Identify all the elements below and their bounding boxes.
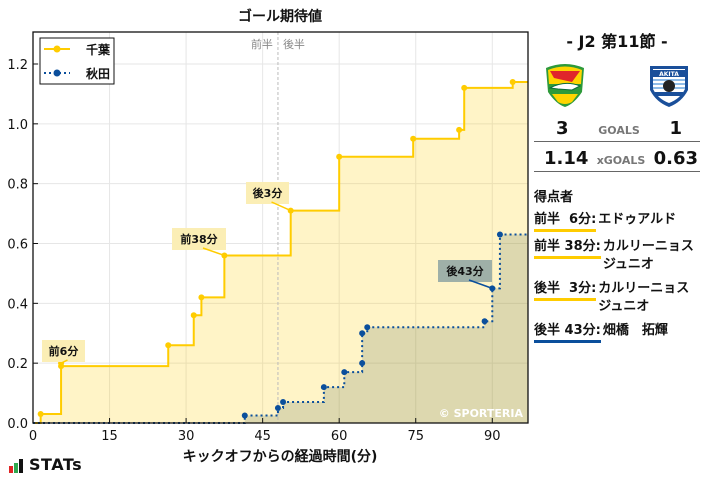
- xgoals-label: xGOALS: [596, 154, 646, 167]
- away-xg: 0.63: [653, 148, 698, 169]
- annotation-label: 後43分: [446, 264, 483, 278]
- y-tick-label: 1.2: [7, 58, 28, 73]
- legend-box: [39, 37, 115, 85]
- data-point: [198, 294, 205, 301]
- stats-label: STATs: [29, 455, 83, 474]
- data-point: [496, 231, 503, 238]
- home-goals: 3: [556, 118, 569, 139]
- away-goals: 1: [669, 118, 682, 139]
- away-team-crest-icon: AKITA: [650, 66, 688, 107]
- annotation-pointer: [60, 359, 68, 364]
- match-panel: - J2 第11節 - AKITA 3 GOALS 1 1.14 xGOALS …: [534, 28, 700, 343]
- data-point: [461, 84, 468, 91]
- svg-text:AKITA: AKITA: [659, 71, 679, 78]
- y-tick-label: 0.0: [7, 417, 28, 432]
- data-point: [190, 312, 197, 319]
- data-point: [280, 399, 287, 406]
- data-point: [359, 330, 366, 337]
- scorer-item: 前半 6分: エドゥアルド: [534, 211, 700, 232]
- scorer-time: 前半 6分:: [534, 211, 597, 232]
- data-point: [241, 412, 248, 419]
- legend-marker-icon: [53, 45, 61, 53]
- annotation-pointer: [202, 247, 225, 257]
- away-xg-line: [33, 233, 528, 424]
- y-tick-label: 0.6: [7, 238, 28, 253]
- data-point: [456, 126, 463, 133]
- stats-logo: STATs: [9, 457, 82, 473]
- home-team-crest-icon: [546, 64, 584, 107]
- scorer-item: 後半 3分: カルリーニョス ジュニオ: [534, 280, 700, 316]
- data-point: [336, 153, 343, 160]
- goals-label: GOALS: [598, 124, 640, 137]
- x-tick-label: 90: [484, 429, 501, 444]
- scorer-time: 前半 38分:: [534, 238, 601, 259]
- data-point: [320, 384, 327, 391]
- y-tick-label: 1.0: [7, 118, 28, 133]
- scorer-time: 後半 43分:: [534, 322, 601, 343]
- chart-title: ゴール期待値: [238, 9, 322, 25]
- round-title: - J2 第11節 -: [566, 32, 668, 51]
- data-point: [509, 78, 516, 85]
- data-point: [410, 135, 417, 142]
- second-half-label: 後半: [283, 37, 305, 51]
- scorer-name: カルリーニョス ジュニオ: [598, 281, 690, 314]
- data-point: [165, 342, 172, 349]
- x-tick-label: 0: [29, 429, 37, 444]
- xgoals-row: 1.14 xGOALS 0.63: [534, 148, 700, 172]
- data-point: [37, 411, 44, 418]
- stats-bars-icon: [9, 459, 23, 473]
- legend-marker-icon: [53, 69, 61, 77]
- annotation-pointer: [468, 279, 493, 290]
- x-tick-label: 30: [178, 429, 195, 444]
- home-area-fill: [33, 81, 528, 423]
- legend-label: 秋田: [86, 66, 110, 81]
- scorer-list: 前半 6分: エドゥアルド 前半 38分: カルリーニョス ジュニオ 後半 3分…: [534, 211, 700, 343]
- home-xg: 1.14: [544, 148, 589, 169]
- away-area-fill: [33, 234, 528, 423]
- data-point: [221, 252, 228, 259]
- scorers-title: 得点者: [534, 190, 574, 205]
- x-tick-label: 60: [331, 429, 348, 444]
- annotation-label: 前38分: [180, 232, 217, 246]
- y-tick-label: 0.2: [7, 357, 28, 372]
- scorer-item: 前半 38分: カルリーニョス ジュニオ: [534, 238, 700, 274]
- x-axis-label: キックオフからの経過時間(分): [182, 449, 378, 465]
- data-point: [359, 360, 366, 367]
- data-point: [341, 369, 348, 376]
- x-tick-label: 15: [101, 429, 118, 444]
- annotation-label: 後3分: [253, 186, 283, 200]
- plot-frame: [32, 31, 529, 424]
- legend-label: 千葉: [86, 42, 111, 57]
- watermark: © SPORTERIA: [439, 407, 524, 420]
- first-half-label: 前半: [251, 37, 273, 51]
- goals-row: 3 GOALS 1: [534, 118, 700, 142]
- annotation-pointer: [271, 201, 292, 212]
- annotation-box: [246, 182, 289, 204]
- annotation-box: [42, 340, 85, 362]
- data-point: [481, 318, 488, 325]
- scorer-name: カルリーニョス ジュニオ: [602, 239, 694, 272]
- data-point: [274, 405, 281, 412]
- annotation-box: [438, 260, 492, 282]
- annotation-box: [172, 228, 226, 250]
- annotation-label: 前6分: [49, 344, 79, 358]
- x-tick-label: 45: [254, 429, 271, 444]
- scorer-name: 畑橋 拓輝: [602, 323, 668, 338]
- team-logos: AKITA: [534, 62, 700, 108]
- scorer-time: 後半 3分:: [534, 280, 597, 301]
- data-point: [58, 363, 65, 370]
- data-point: [364, 324, 371, 331]
- y-tick-label: 0.8: [7, 178, 28, 193]
- scorer-item: 後半 43分: 畑橋 拓輝: [534, 322, 700, 343]
- scorer-name: エドゥアルド: [598, 212, 677, 227]
- x-tick-label: 75: [407, 429, 424, 444]
- y-tick-label: 0.4: [7, 297, 28, 312]
